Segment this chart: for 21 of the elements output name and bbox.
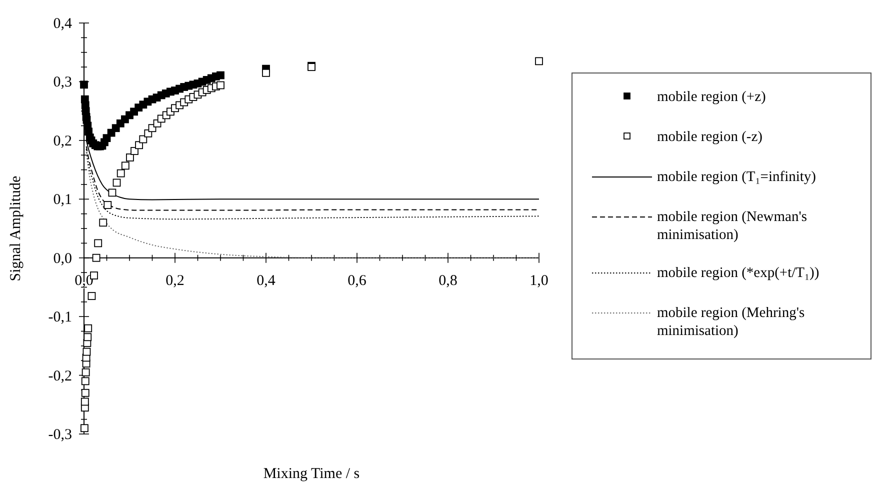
x-tick-label: 0,2 (166, 272, 184, 289)
y-axis-title: Signal Amplitude (8, 175, 24, 282)
x-tick-label: 0,4 (256, 272, 276, 289)
y-tick-label: 0,2 (53, 133, 72, 150)
y-tick-label: 0,4 (53, 16, 72, 32)
y-tick-label: 0,0 (53, 250, 72, 267)
legend-label: mobile region (Mehring's minimisation) (657, 305, 805, 339)
x-tick-label: 1,0 (530, 272, 548, 289)
x-tick-label: 0,6 (348, 272, 367, 289)
legend-label: mobile region (*exp(+t/T₁)) (657, 265, 820, 281)
y-tick-label: 0,3 (53, 74, 72, 91)
y-tick-label: -0,1 (48, 310, 72, 326)
y-tick-label: 0,1 (53, 192, 72, 208)
x-axis-title: Mixing Time / s (263, 466, 360, 482)
legend-label: mobile region (Newman's minimisation) (657, 209, 808, 243)
legend-label: mobile region (-z) (657, 129, 763, 145)
x-tick-label: 0,8 (438, 272, 458, 289)
y-tick-label: -0,3 (48, 427, 72, 443)
legend-label: mobile region (+z) (657, 89, 766, 105)
y-tick-label: -0,2 (48, 368, 72, 384)
legend-label: mobile region (T₁=infinity) (657, 169, 816, 185)
